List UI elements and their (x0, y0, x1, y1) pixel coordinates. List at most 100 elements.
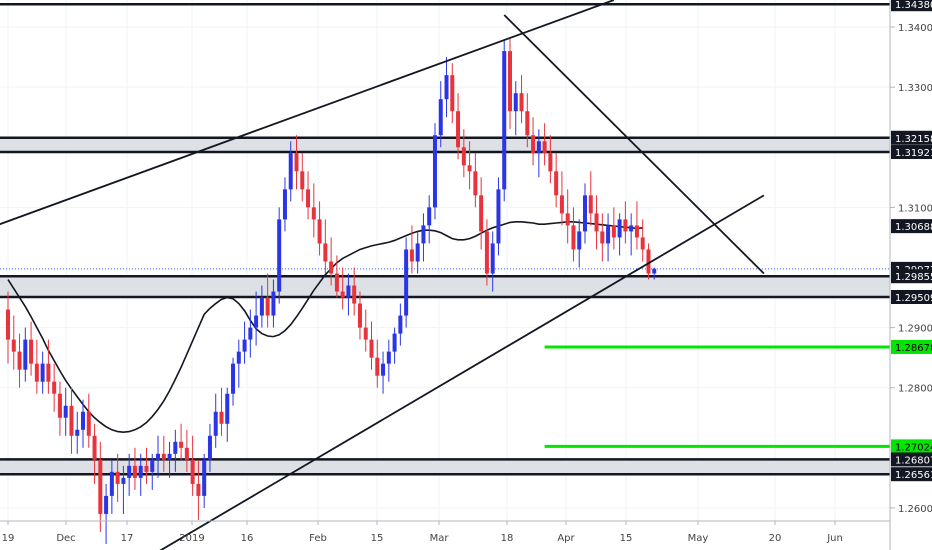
candlestick (156, 435, 161, 478)
candle-body (75, 429, 80, 436)
candlestick (461, 129, 466, 178)
candle-body (507, 51, 512, 112)
candle-body (86, 411, 91, 436)
candle-body (479, 195, 484, 232)
candlestick (98, 441, 103, 532)
candle-body (565, 213, 570, 226)
candlestick (588, 171, 593, 226)
price-label-text: 1.30688 (895, 222, 932, 233)
candle-body (519, 93, 524, 112)
candle-body (617, 219, 622, 238)
candlestick (490, 231, 495, 292)
candle-body (69, 405, 74, 436)
candlestick (57, 381, 62, 436)
candlestick (634, 201, 639, 250)
candlestick (92, 423, 97, 484)
candle-body (161, 453, 166, 460)
candlestick (346, 273, 351, 316)
candlestick (75, 411, 80, 454)
candlestick (606, 213, 611, 262)
candlestick (519, 75, 524, 124)
x-tick-label: 15 (620, 533, 633, 544)
candle-body (271, 291, 276, 316)
candlestick (386, 339, 391, 382)
price-label-box (891, 269, 932, 284)
candle-body (340, 291, 345, 298)
candle-body (115, 471, 120, 484)
candle-body (167, 453, 172, 460)
candle-body (421, 225, 426, 244)
candle-body (63, 405, 68, 418)
candlestick (311, 183, 316, 238)
candlestick (369, 321, 374, 370)
candlestick (179, 423, 184, 460)
candle-body (311, 207, 316, 220)
candlestick (438, 81, 443, 148)
candle-body (363, 327, 368, 340)
candle-body (536, 141, 541, 154)
zone-band (0, 459, 890, 475)
candle-body (346, 285, 351, 298)
candlestick (306, 171, 311, 220)
candle-body (17, 351, 22, 370)
candle-body (404, 249, 409, 316)
candlestick (531, 117, 536, 166)
trendlines (0, 0, 765, 550)
price-label-box (891, 452, 932, 467)
candlestick (340, 267, 345, 310)
candle-body (461, 147, 466, 166)
candlestick (40, 351, 45, 394)
candlestick (600, 213, 605, 262)
candlestick (6, 291, 10, 364)
candlestick (127, 453, 132, 496)
candle-body (34, 363, 39, 382)
candle-body (415, 243, 420, 262)
candle-body (254, 315, 259, 328)
price-label-text: 1.34380 (895, 0, 932, 11)
candle-body (219, 411, 224, 424)
candlestick (548, 135, 553, 184)
candlestick (104, 483, 109, 544)
candlestick (559, 171, 564, 226)
zone-band (0, 276, 890, 297)
y-tick-label: 1.34000 (898, 23, 932, 34)
candlestick (231, 357, 236, 406)
candle-body (282, 189, 287, 220)
candle-body (265, 297, 270, 316)
candlestick (542, 123, 547, 166)
candlestick (323, 219, 328, 274)
price-label-text: 1.26807 (895, 455, 932, 466)
candle-body (525, 111, 530, 136)
y-tick-label: 1.29000 (898, 324, 932, 335)
trendline (503, 14, 765, 275)
candlestick (46, 339, 51, 394)
candlestick (525, 93, 530, 148)
candle-body (352, 285, 357, 304)
candlestick (11, 315, 16, 370)
candle-body (496, 189, 501, 244)
candlestick (611, 207, 616, 250)
candle-body (634, 225, 639, 238)
support-resistance-zones (0, 2, 890, 476)
candle-body (450, 75, 455, 112)
candle-body (548, 153, 553, 172)
candlestick (265, 273, 270, 328)
candlestick (161, 435, 166, 472)
candlestick (294, 135, 299, 190)
moving-average (7, 221, 643, 433)
candle-body (300, 171, 305, 190)
moving-average-line (7, 221, 643, 433)
candle-body (11, 339, 16, 352)
candlestick (254, 291, 259, 346)
price-label-box (891, 145, 932, 160)
candlestick (184, 429, 189, 472)
candle-body (629, 225, 634, 232)
candle-body (473, 171, 478, 196)
price-label-box (891, 130, 932, 145)
candlestick (652, 267, 657, 280)
candlestick (502, 39, 507, 202)
candlestick (554, 153, 559, 208)
candle-body (40, 363, 45, 382)
